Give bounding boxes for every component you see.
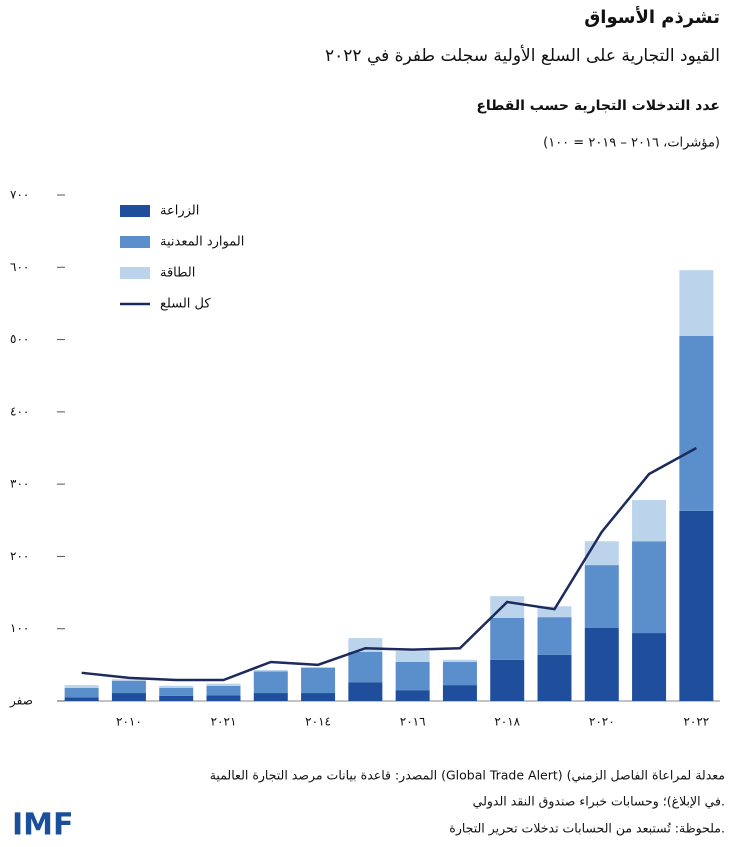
y-tick-label: ٤٠٠ [10, 404, 29, 418]
subtitle: القيود التجارية على السلع الأولية سجلت ط… [325, 45, 720, 66]
legend-label: الموارد المعدنية [160, 235, 244, 250]
chart-title: عدد التدخلات التجارية حسب القطاع [476, 98, 720, 114]
bar-segment [301, 667, 336, 694]
bar-segment [253, 669, 288, 672]
bar-segment [490, 617, 525, 660]
bar-segment [301, 667, 336, 668]
bar-segment [679, 510, 714, 701]
y-tick-label: ٣٠٠ [10, 477, 29, 491]
bar-segment [111, 679, 146, 681]
y-tick-label: صفر [9, 694, 33, 709]
source: المصدر: قاعدة بيانات مرصد التجارة العالم… [210, 768, 725, 784]
bar-segment [442, 661, 477, 686]
bar-segment [348, 651, 383, 683]
title: تشرذم الأسواق [584, 6, 720, 28]
bar-segment [253, 671, 288, 694]
y-tick-label: ١٠٠ [10, 621, 29, 635]
x-tick-label: ٢٠١٠ [116, 715, 142, 729]
bar-segment [301, 693, 336, 701]
bar-segment [206, 685, 241, 696]
logo: IMF [12, 808, 74, 843]
bar-segment [442, 685, 477, 701]
bar-segment [632, 500, 667, 542]
bar-segment [64, 687, 99, 698]
y-tick-label: ٥٠٠ [10, 332, 29, 346]
x-tick-label: ٢٠١٤ [305, 715, 331, 729]
total-line [81, 446, 697, 682]
source: في الإبلاغ)؛ وحسابات خبراء صندوق النقد ا… [473, 794, 725, 810]
bar-segment [584, 565, 619, 628]
bar-segment [632, 541, 667, 634]
bar-segment [206, 683, 241, 686]
x-tick-label: ٢٠١٦ [400, 715, 426, 729]
bar-segment [253, 693, 288, 701]
legend-swatch [120, 267, 150, 279]
bar-segment [64, 685, 99, 688]
bar-segment [348, 682, 383, 701]
bar-segment [490, 659, 525, 701]
legend-swatch [120, 236, 150, 248]
bar-segment [111, 680, 146, 694]
bar-segment [159, 687, 194, 696]
bar-segment [679, 335, 714, 511]
bar-segment [632, 633, 667, 701]
bar-segment [537, 654, 572, 701]
legend-label: الطاقة [160, 266, 195, 281]
bar-segment [584, 627, 619, 701]
legend-label: الزراعة [160, 204, 199, 219]
bar-segment [64, 697, 99, 701]
legend-label: كل السلع [160, 297, 211, 312]
bar-segment [490, 596, 525, 618]
bar-segment [111, 693, 146, 701]
y-tick-label: ٢٠٠ [10, 549, 29, 563]
x-tick-label: ٢٠٢٢ [683, 715, 709, 729]
x-tick-label: ٢٠٢٠ [589, 715, 615, 729]
bar-segment [395, 690, 430, 701]
legend-swatch [120, 205, 150, 217]
bar-segment [395, 661, 430, 691]
bar-segment [537, 606, 572, 618]
bar-segment [442, 659, 477, 662]
x-tick-label: ٢٠١٨ [494, 715, 520, 729]
bar-segment [159, 695, 194, 701]
y-tick-label: ٧٠٠ [10, 188, 29, 202]
x-tick-label: ٢٠٢١ [211, 715, 237, 729]
chart-subtitle: (مؤشرات، ٢٠١٦ – ٢٠١٩ = ١٠٠) [543, 136, 720, 151]
note: ملحوظة: تُستبعد من الحسابات تدخلات تحرير… [449, 821, 725, 837]
bar-segment [679, 270, 714, 336]
bar-segment [206, 695, 241, 701]
bar-segment [537, 617, 572, 655]
y-tick-label: ٦٠٠ [10, 260, 29, 274]
bar-segment [159, 685, 194, 688]
bar-segment [395, 651, 430, 662]
